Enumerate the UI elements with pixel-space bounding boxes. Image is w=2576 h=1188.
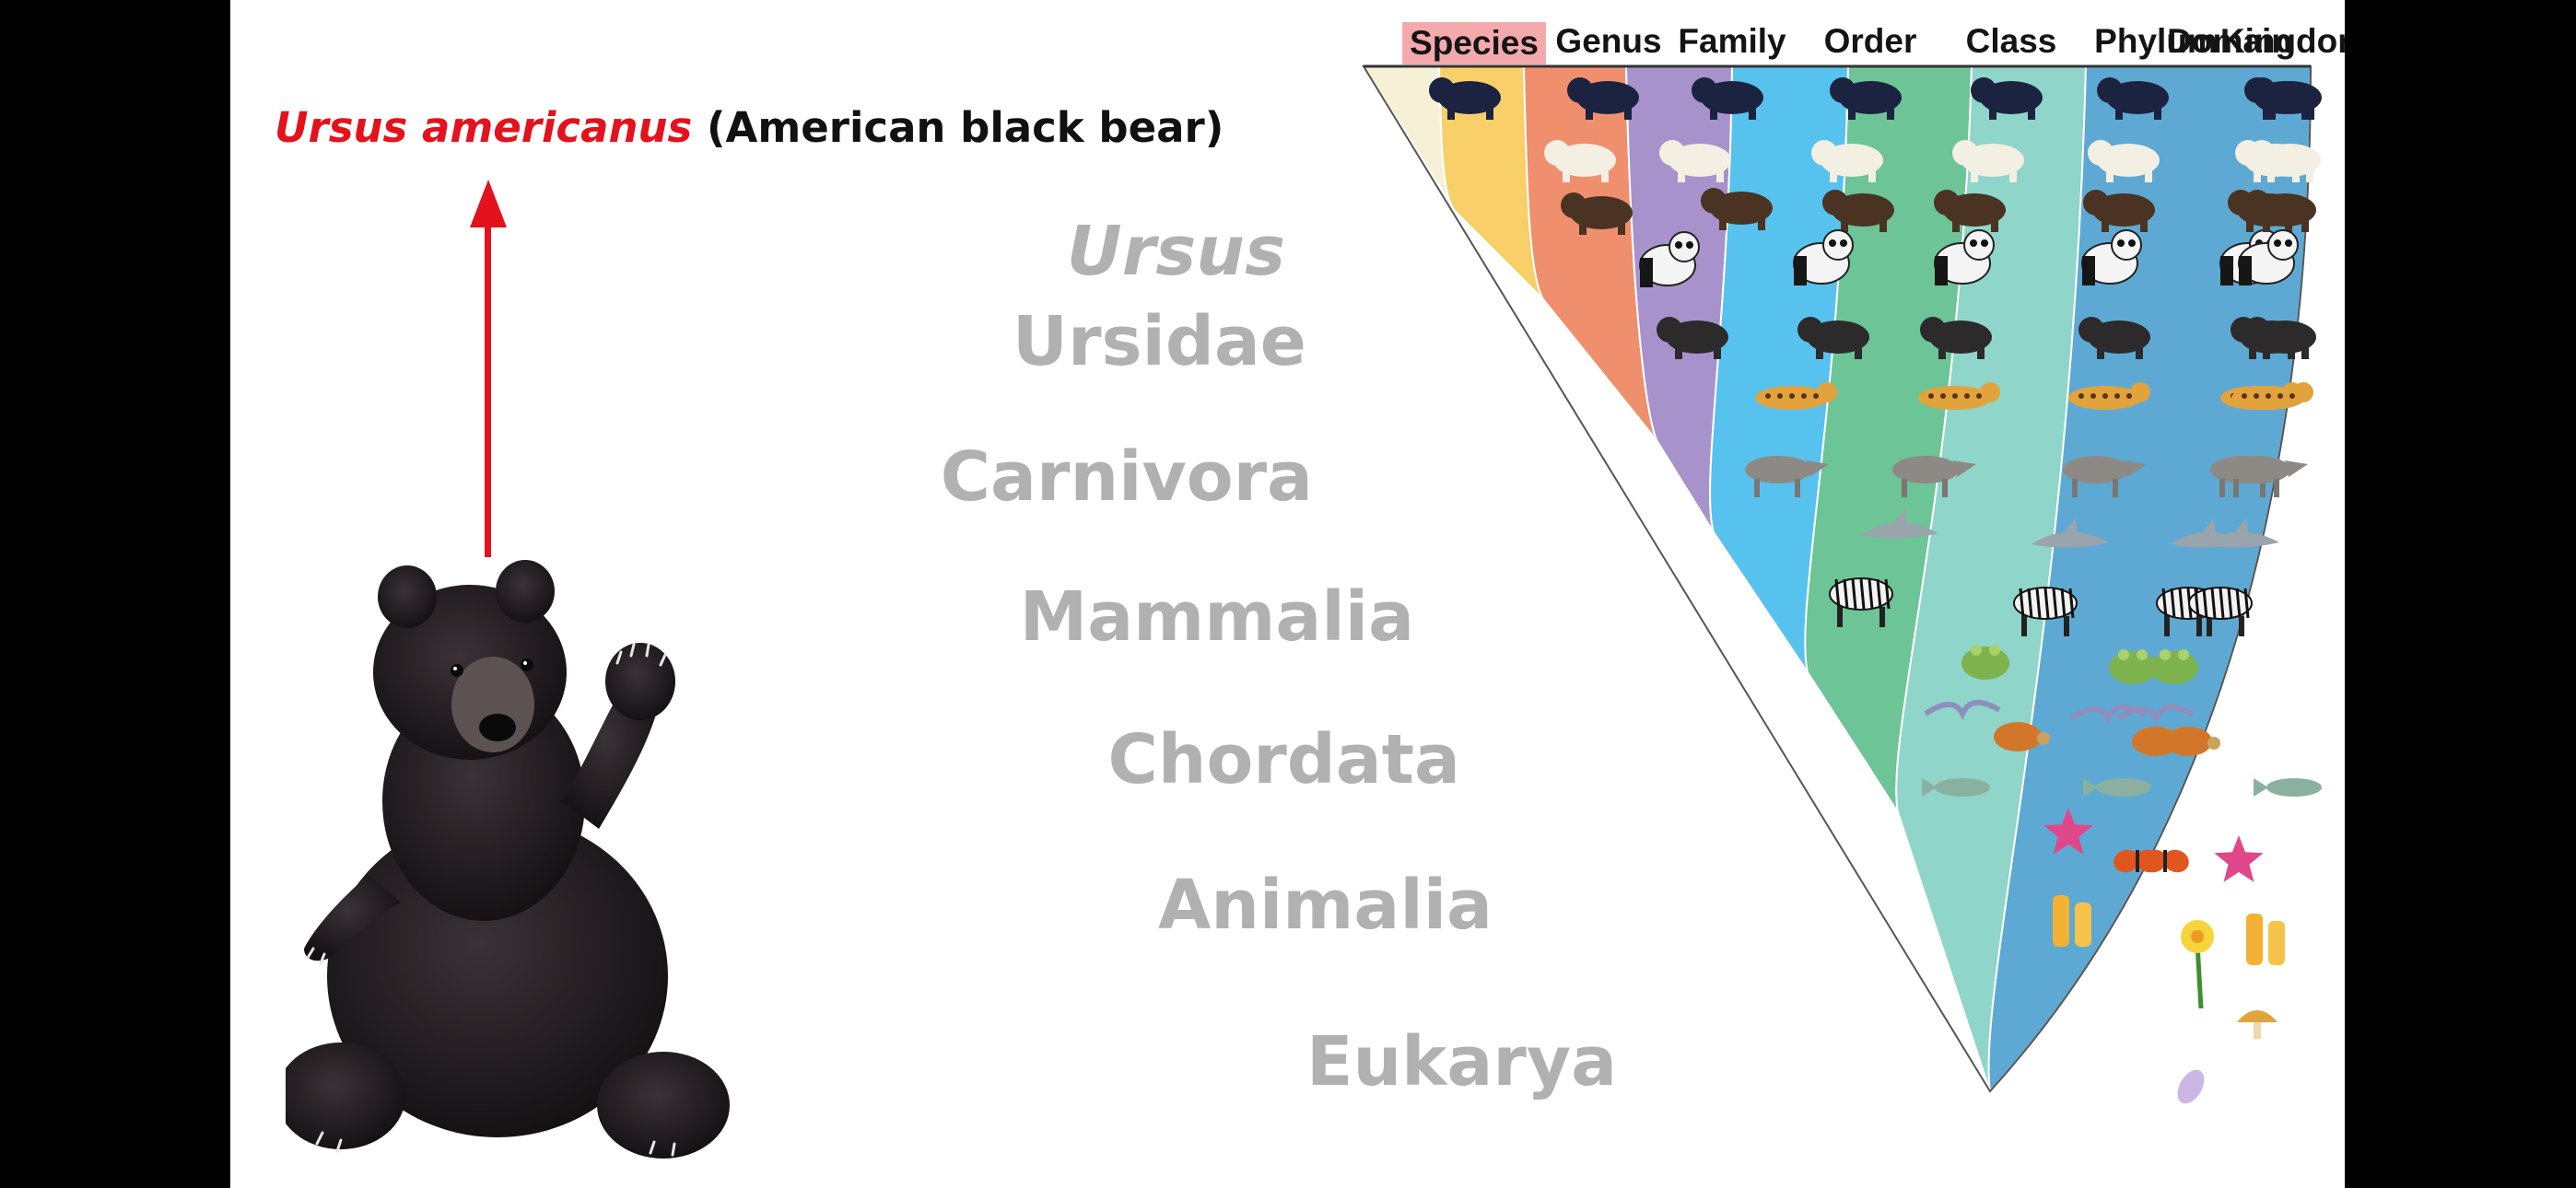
column-header-domain: Domain [2167, 22, 2292, 60]
polar-bear-icon [1544, 140, 1616, 182]
rank-label-chordata: Chordata [1107, 720, 1460, 799]
common-name: (American black bear) [706, 103, 1224, 152]
frog-icon [1961, 645, 2009, 680]
giant-panda-icon [2238, 229, 2299, 285]
jaguar-icon [1755, 382, 1837, 410]
brown-bear-icon [1561, 192, 1633, 235]
black-bear-icon [2097, 77, 2169, 120]
column-header-genus: Genus [1555, 22, 1662, 60]
fish-icon [2083, 778, 2151, 797]
gray-wolf-icon [1892, 456, 1976, 497]
starfish-icon [2214, 835, 2264, 882]
brown-bear-icon [1934, 190, 2006, 232]
spectacled-bear-icon [2244, 317, 2316, 359]
brown-bear-icon [1822, 190, 1894, 232]
black-bear-icon [1429, 77, 1501, 120]
jaguar-icon [2068, 382, 2150, 410]
polar-bear-icon [1811, 140, 1883, 182]
column-header-phylum: Phylum [2094, 22, 2218, 60]
brown-bear-icon [2244, 190, 2316, 232]
taxonomy-diagram [1362, 64, 2322, 1104]
turtle-icon [1994, 722, 2050, 751]
scientific-name: Ursus americanus [275, 103, 693, 152]
black-bear-icon [1567, 77, 1639, 120]
giant-panda-icon [1934, 229, 1995, 285]
dolphin-icon [1861, 509, 1938, 539]
polar-bear-icon [2088, 140, 2160, 182]
spectacled-bear-icon [1657, 317, 1728, 359]
black-bear-icon [1830, 77, 1902, 120]
black-bear-cub-illustration [286, 560, 730, 1159]
fish-icon [2254, 778, 2322, 797]
black-bear-icon [1971, 77, 2043, 120]
black-bear-icon [1692, 77, 1763, 120]
spectacled-bear-icon [1920, 317, 1992, 359]
spectacled-bear-icon [1797, 317, 1869, 359]
giant-panda-icon [2081, 229, 2142, 285]
pelican-icon [1924, 700, 2001, 720]
gray-wolf-icon [2224, 456, 2308, 497]
zebra-icon [2188, 587, 2253, 636]
gray-wolf-icon [1745, 456, 1829, 497]
spectacled-bear-icon [2078, 317, 2150, 359]
polar-bear-icon [1659, 140, 1731, 182]
protist-icon [2177, 1069, 2205, 1104]
gray-wolf-icon [2063, 456, 2147, 497]
zebra-icon [2013, 587, 2078, 636]
turtle-icon [2164, 727, 2220, 756]
jaguar-icon [1918, 382, 2000, 410]
species-title: Ursus americanus (American black bear) [275, 103, 1224, 152]
pelican-icon [2069, 705, 2147, 725]
sponge-icon [2053, 895, 2091, 947]
column-header-kingdom: Kingdom [2219, 22, 2345, 60]
column-header-species: Species [1402, 22, 1546, 64]
sponge-icon [2246, 914, 2285, 965]
column-header-class: Class [1965, 22, 2057, 60]
column-header-order: Order [1823, 22, 1917, 60]
pelican-icon [2117, 705, 2195, 725]
up-arrow-icon [470, 180, 507, 557]
rank-label-mammalia: Mammalia [1019, 577, 1414, 657]
starfish-icon [2043, 808, 2093, 855]
rank-label-animalia: Animalia [1157, 866, 1493, 945]
fish-icon [1922, 778, 1990, 797]
frog-icon [2109, 649, 2157, 684]
jaguar-icon [2231, 382, 2313, 410]
rank-label-carnivora: Carnivora [940, 437, 1313, 517]
dolphin-icon [2032, 518, 2109, 548]
giant-panda-icon [1793, 229, 1854, 285]
rank-label-ursus: Ursus [1066, 212, 1285, 291]
frog-icon [2150, 649, 2198, 684]
rank-label-eukarya: Eukarya [1306, 1022, 1617, 1101]
polar-bear-icon [2249, 140, 2321, 182]
brown-bear-icon [1701, 188, 1773, 230]
daffodil-icon [2181, 920, 2214, 1009]
dolphin-icon [2202, 518, 2279, 548]
giant-panda-icon [1639, 231, 1700, 287]
mushroom-icon [2237, 1010, 2277, 1039]
zebra-icon [1829, 577, 1893, 627]
polar-bear-icon [1952, 140, 2024, 182]
butterfly-icon [2141, 849, 2189, 873]
slide: Ursus americanus (American black bear) [230, 0, 2345, 1188]
column-header-family: Family [1678, 22, 1786, 60]
brown-bear-icon [2083, 190, 2155, 232]
black-bear-icon [2244, 77, 2316, 120]
rank-label-ursidae: Ursidae [1012, 302, 1306, 381]
